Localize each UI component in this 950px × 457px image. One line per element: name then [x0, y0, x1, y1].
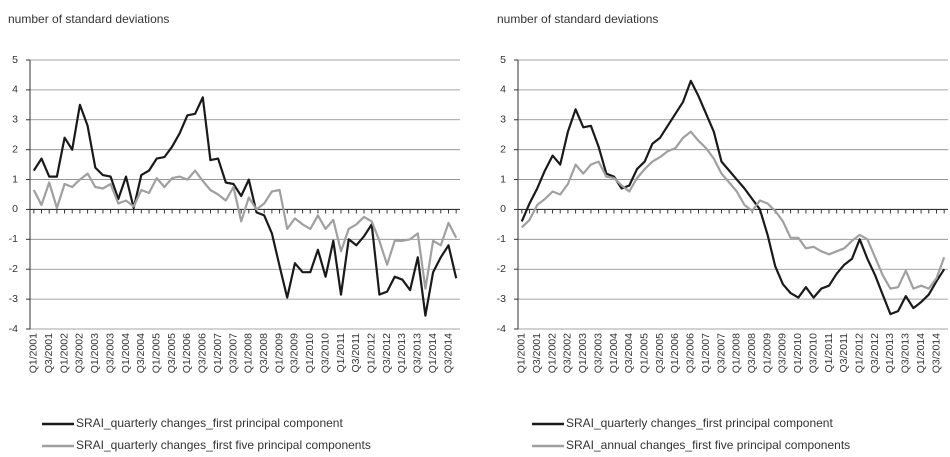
x-tick-label: Q1/2009 — [273, 333, 285, 373]
legend-label: SRAI_quarterly changes_first five princi… — [76, 438, 371, 452]
x-tick-label: Q3/2012 — [381, 333, 393, 373]
x-tick-label: Q3/2013 — [412, 333, 424, 373]
x-tick-label: Q3/2010 — [807, 333, 819, 373]
x-tick-label: Q1/2004 — [120, 333, 132, 373]
x-tick-label: Q1/2002 — [58, 333, 70, 373]
chart-title: number of standard deviations — [8, 12, 169, 26]
x-tick-label: Q1/2001 — [28, 333, 40, 373]
x-tick-label: Q3/2014 — [442, 333, 454, 373]
x-tick-label: Q1/2006 — [669, 333, 681, 373]
series-line — [32, 96, 458, 317]
x-tick-label: Q3/2014 — [930, 333, 942, 373]
x-tick-label: Q1/2010 — [792, 333, 804, 373]
x-tick-label: Q3/2005 — [166, 333, 178, 373]
x-tick-label: Q1/2011 — [335, 333, 347, 373]
x-tick-label: Q3/2003 — [104, 333, 116, 373]
x-tick-label: Q3/2002 — [74, 333, 86, 373]
x-tick-label: Q3/2007 — [715, 333, 727, 373]
y-tick-label: 4 — [12, 84, 18, 96]
x-tick-label: Q1/2006 — [181, 333, 193, 373]
y-tick-label: 0 — [12, 203, 18, 215]
y-tick-label: -4 — [9, 323, 18, 335]
x-tick-label: Q1/2008 — [731, 333, 743, 373]
x-tick-label: Q1/2014 — [915, 333, 927, 373]
x-tick-label: Q3/2013 — [900, 333, 912, 373]
x-tick-label: Q1/2008 — [243, 333, 255, 373]
y-tick-label: -2 — [9, 263, 18, 275]
x-tick-label: Q3/2001 — [43, 333, 55, 373]
y-tick-label: 4 — [500, 84, 506, 96]
x-tick-label: Q1/2012 — [853, 333, 865, 373]
x-tick-label: Q1/2003 — [577, 333, 589, 373]
x-tick-label: Q3/2011 — [350, 333, 362, 373]
x-tick-label: Q1/2005 — [150, 333, 162, 373]
y-tick-label: -3 — [497, 293, 506, 305]
x-tick-label: Q3/2005 — [654, 333, 666, 373]
x-tick-label: Q3/2004 — [135, 333, 147, 373]
x-tick-label: Q3/2006 — [685, 333, 697, 373]
y-tick-label: 2 — [12, 143, 18, 155]
y-tick-label: -1 — [9, 233, 18, 245]
x-tick-label: Q1/2012 — [365, 333, 377, 373]
x-tick-label: Q3/2009 — [777, 333, 789, 373]
x-tick-label: Q1/2009 — [761, 333, 773, 373]
x-tick-label: Q1/2004 — [608, 333, 620, 373]
x-tick-label: Q3/2008 — [258, 333, 270, 373]
x-tick-label: Q1/2002 — [546, 333, 558, 373]
x-tick-label: Q1/2013 — [396, 333, 408, 373]
y-tick-label: -3 — [9, 293, 18, 305]
x-tick-label: Q3/2002 — [562, 333, 574, 373]
x-tick-label: Q1/2013 — [884, 333, 896, 373]
x-tick-label: Q3/2012 — [869, 333, 881, 373]
x-tick-label: Q1/2003 — [89, 333, 101, 373]
x-tick-label: Q3/2011 — [838, 333, 850, 373]
y-tick-label: 1 — [12, 173, 18, 185]
y-tick-label: 3 — [500, 114, 506, 126]
x-tick-label: Q1/2014 — [427, 333, 439, 373]
x-tick-label: Q1/2011 — [823, 333, 835, 373]
x-tick-label: Q1/2001 — [516, 333, 528, 373]
y-tick-label: -4 — [497, 323, 506, 335]
x-tick-label: Q3/2010 — [319, 333, 331, 373]
legend-label: SRAI_annual changes_first five principal… — [566, 438, 850, 452]
x-tick-label: Q1/2007 — [212, 333, 224, 373]
legend-label: SRAI_quarterly changes_first principal c… — [566, 416, 833, 430]
x-tick-label: Q3/2007 — [227, 333, 239, 373]
x-tick-label: Q1/2005 — [638, 333, 650, 373]
x-tick-label: Q3/2008 — [746, 333, 758, 373]
x-tick-label: Q3/2009 — [289, 333, 301, 373]
series-line — [521, 130, 946, 290]
y-tick-label: 1 — [500, 173, 506, 185]
y-tick-label: -2 — [497, 263, 506, 275]
y-tick-label: 3 — [12, 114, 18, 126]
x-tick-label: Q3/2001 — [531, 333, 543, 373]
series-line — [32, 169, 458, 290]
y-tick-label: 0 — [500, 203, 506, 215]
x-tick-label: Q3/2004 — [623, 333, 635, 373]
y-tick-label: 2 — [500, 143, 506, 155]
legend-label: SRAI_quarterly changes_first principal c… — [76, 416, 343, 430]
y-tick-label: -1 — [497, 233, 506, 245]
x-tick-label: Q3/2003 — [592, 333, 604, 373]
x-tick-label: Q3/2006 — [197, 333, 209, 373]
y-tick-label: 5 — [12, 54, 18, 66]
x-tick-label: Q1/2010 — [304, 333, 316, 373]
y-tick-label: 5 — [500, 54, 506, 66]
x-tick-label: Q1/2007 — [700, 333, 712, 373]
chart-title: number of standard deviations — [497, 12, 658, 26]
series-line — [520, 79, 946, 316]
